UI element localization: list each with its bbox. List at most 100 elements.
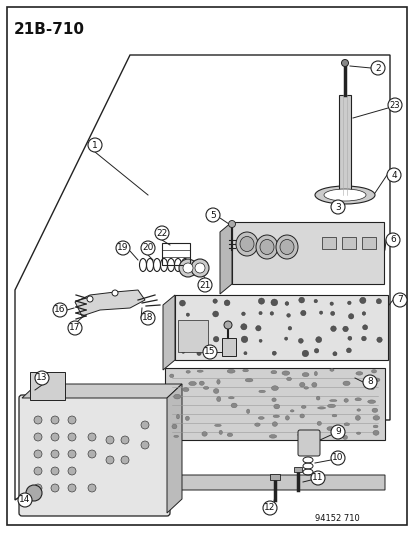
Circle shape bbox=[34, 433, 42, 441]
Ellipse shape bbox=[372, 430, 378, 435]
Circle shape bbox=[121, 456, 129, 464]
Ellipse shape bbox=[329, 369, 333, 372]
Text: 11: 11 bbox=[311, 473, 323, 482]
Ellipse shape bbox=[273, 404, 279, 409]
Circle shape bbox=[385, 233, 399, 247]
Circle shape bbox=[362, 375, 376, 389]
Polygon shape bbox=[219, 222, 231, 294]
Ellipse shape bbox=[227, 433, 232, 437]
Circle shape bbox=[51, 467, 59, 475]
Circle shape bbox=[34, 484, 42, 492]
Circle shape bbox=[313, 300, 317, 303]
Circle shape bbox=[272, 351, 275, 355]
Text: 5: 5 bbox=[210, 211, 215, 220]
Ellipse shape bbox=[316, 396, 319, 400]
Circle shape bbox=[223, 321, 231, 329]
Circle shape bbox=[341, 60, 348, 67]
Circle shape bbox=[375, 298, 380, 304]
Circle shape bbox=[262, 501, 276, 515]
Circle shape bbox=[186, 313, 189, 316]
Text: 17: 17 bbox=[69, 324, 81, 333]
Text: 7: 7 bbox=[396, 295, 402, 304]
Circle shape bbox=[212, 299, 217, 303]
Ellipse shape bbox=[281, 371, 289, 375]
Circle shape bbox=[88, 138, 102, 152]
Circle shape bbox=[68, 321, 82, 335]
Ellipse shape bbox=[202, 432, 207, 436]
Text: 14: 14 bbox=[19, 496, 31, 505]
Circle shape bbox=[197, 326, 202, 330]
Circle shape bbox=[330, 425, 344, 439]
Ellipse shape bbox=[327, 404, 335, 408]
Circle shape bbox=[330, 200, 344, 214]
Ellipse shape bbox=[343, 423, 349, 426]
Ellipse shape bbox=[299, 382, 304, 387]
Text: 19: 19 bbox=[117, 244, 128, 253]
Ellipse shape bbox=[182, 387, 188, 392]
Circle shape bbox=[224, 300, 230, 306]
Circle shape bbox=[285, 302, 288, 305]
Circle shape bbox=[34, 467, 42, 475]
Bar bbox=[231, 222, 383, 284]
Text: 3: 3 bbox=[334, 203, 340, 212]
Ellipse shape bbox=[254, 423, 259, 426]
Ellipse shape bbox=[297, 433, 301, 437]
Circle shape bbox=[315, 337, 321, 343]
Circle shape bbox=[386, 168, 400, 182]
Bar bbox=[161, 243, 190, 265]
Ellipse shape bbox=[214, 424, 221, 426]
Ellipse shape bbox=[240, 237, 254, 252]
Ellipse shape bbox=[299, 414, 304, 418]
Ellipse shape bbox=[185, 370, 190, 373]
Polygon shape bbox=[175, 295, 387, 360]
Polygon shape bbox=[163, 295, 175, 370]
Text: 8: 8 bbox=[366, 377, 372, 386]
Text: 94152 710: 94152 710 bbox=[314, 514, 359, 523]
Ellipse shape bbox=[199, 381, 204, 385]
Text: 16: 16 bbox=[54, 305, 66, 314]
Circle shape bbox=[330, 326, 335, 332]
Circle shape bbox=[213, 336, 218, 342]
Circle shape bbox=[241, 312, 244, 316]
Circle shape bbox=[195, 263, 204, 273]
Circle shape bbox=[206, 208, 219, 222]
Circle shape bbox=[286, 313, 290, 317]
Circle shape bbox=[51, 484, 59, 492]
Ellipse shape bbox=[173, 435, 178, 438]
Ellipse shape bbox=[313, 372, 317, 376]
Circle shape bbox=[330, 311, 334, 316]
Ellipse shape bbox=[244, 378, 252, 382]
Ellipse shape bbox=[228, 397, 234, 399]
Ellipse shape bbox=[242, 369, 248, 372]
Circle shape bbox=[342, 326, 347, 332]
Circle shape bbox=[34, 416, 42, 424]
Text: 23: 23 bbox=[389, 101, 399, 109]
Circle shape bbox=[106, 456, 114, 464]
Ellipse shape bbox=[235, 232, 257, 256]
Text: 13: 13 bbox=[36, 374, 47, 383]
Bar bbox=[178, 320, 207, 352]
Polygon shape bbox=[165, 368, 384, 440]
Ellipse shape bbox=[323, 189, 365, 201]
Ellipse shape bbox=[279, 239, 293, 254]
Polygon shape bbox=[145, 475, 384, 490]
Circle shape bbox=[202, 345, 216, 359]
Ellipse shape bbox=[311, 383, 316, 387]
Ellipse shape bbox=[371, 408, 377, 413]
Circle shape bbox=[87, 296, 93, 302]
Circle shape bbox=[347, 336, 351, 340]
Circle shape bbox=[88, 433, 96, 441]
Ellipse shape bbox=[342, 381, 349, 385]
Circle shape bbox=[68, 416, 76, 424]
Circle shape bbox=[26, 485, 42, 501]
Ellipse shape bbox=[290, 410, 293, 412]
Circle shape bbox=[53, 303, 67, 317]
Ellipse shape bbox=[355, 372, 362, 375]
Ellipse shape bbox=[258, 417, 263, 419]
Circle shape bbox=[300, 310, 305, 316]
Circle shape bbox=[243, 352, 247, 355]
Ellipse shape bbox=[246, 409, 249, 414]
Ellipse shape bbox=[213, 389, 218, 393]
Circle shape bbox=[51, 450, 59, 458]
Circle shape bbox=[116, 241, 130, 255]
